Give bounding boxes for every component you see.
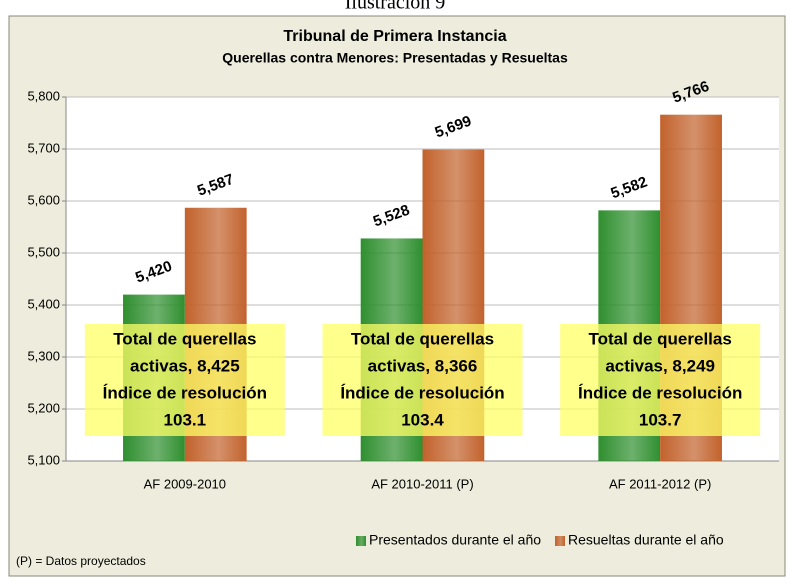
y-tick-label: 5,400 (27, 296, 60, 311)
legend-label: Presentados durante el año (369, 532, 541, 548)
y-tick-label: 5,600 (27, 192, 60, 207)
annotation-box (84, 324, 285, 436)
y-tick-label: 5,500 (27, 244, 60, 259)
legend-swatch (555, 536, 565, 546)
y-tick-label: 5,800 (27, 88, 60, 103)
annotation-text: 103.4 (401, 410, 444, 429)
x-tick-label: AF 2010-2011 (P) (371, 476, 473, 491)
annotation-box (560, 324, 761, 436)
x-tick-label: AF 2011-2012 (P) (609, 476, 711, 491)
y-tick-label: 5,300 (27, 348, 60, 363)
chart-subtitle: Querellas contra Menores: Presentadas y … (222, 50, 568, 66)
legend-label: Resueltas durante el año (568, 532, 724, 548)
footnote: (P) = Datos proyectados (16, 554, 146, 568)
annotation-text: activas, 8,249 (605, 356, 715, 375)
annotation-text: Índice de resolución (340, 383, 504, 402)
y-tick-label: 5,100 (27, 452, 60, 467)
annotation-text: Índice de resolución (103, 383, 267, 402)
annotation-box (322, 324, 523, 436)
annotation-text: Total de querellas (351, 329, 494, 348)
annotation-text: activas, 8,366 (368, 356, 478, 375)
annotation-text: 103.1 (164, 410, 207, 429)
chart-title: Tribunal de Primera Instancia (283, 28, 506, 45)
annotation-text: activas, 8,425 (130, 356, 240, 375)
annotation-text: Índice de resolución (578, 383, 742, 402)
annotation-text: Total de querellas (113, 329, 256, 348)
y-tick-label: 5,700 (27, 140, 60, 155)
legend-swatch (356, 536, 366, 546)
y-tick-label: 5,200 (27, 400, 60, 415)
x-tick-label: AF 2009-2010 (144, 476, 226, 491)
annotation-text: 103.7 (639, 410, 682, 429)
annotation-text: Total de querellas (589, 329, 732, 348)
caption: Ilustración 9 (345, 0, 446, 14)
